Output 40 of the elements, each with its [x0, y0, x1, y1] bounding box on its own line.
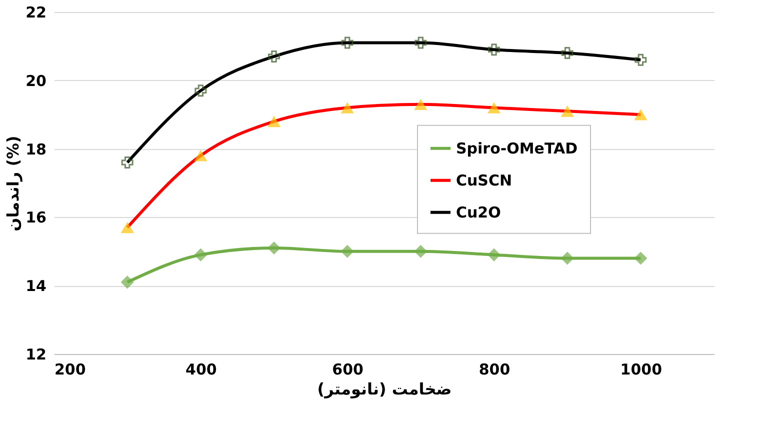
point	[194, 248, 208, 262]
y-tick-label: 22	[26, 4, 46, 22]
y-tick-label: 12	[26, 346, 46, 364]
x-axis-title: ضخامت (نانومتر)	[317, 380, 452, 398]
point	[414, 98, 428, 110]
point	[120, 276, 134, 289]
point	[488, 44, 500, 56]
y-tick-label: 14	[26, 277, 46, 296]
y-tick-label: 16	[26, 208, 46, 227]
point	[340, 102, 354, 114]
point	[120, 222, 134, 234]
point	[121, 156, 134, 168]
point	[634, 54, 647, 66]
x-tick-label: 800	[478, 360, 510, 378]
point	[194, 84, 207, 97]
y-tick-label: 18	[26, 140, 46, 158]
point	[267, 241, 281, 254]
point	[340, 244, 354, 258]
point	[414, 36, 427, 49]
point	[634, 252, 648, 265]
point	[414, 244, 428, 258]
y-tick-label: 20	[26, 72, 46, 90]
point	[561, 47, 574, 60]
point	[560, 252, 574, 265]
y-axis-title: راندمان (%)	[4, 136, 23, 232]
legend-label: Cu2O	[456, 203, 501, 222]
x-tick-label: 600	[332, 360, 364, 378]
point	[487, 248, 501, 262]
point	[487, 102, 501, 114]
x-tick-label: 400	[186, 360, 217, 378]
point	[268, 50, 280, 62]
point	[560, 106, 574, 117]
point	[194, 150, 208, 162]
point	[341, 36, 354, 49]
x-tick-label: 1000	[620, 360, 662, 378]
x-tick-label: 200	[54, 360, 86, 378]
legend-label: Spiro-OMeTAD	[456, 139, 578, 158]
point	[634, 108, 648, 120]
legend-label: CuSCN	[456, 171, 512, 190]
point	[267, 116, 281, 128]
